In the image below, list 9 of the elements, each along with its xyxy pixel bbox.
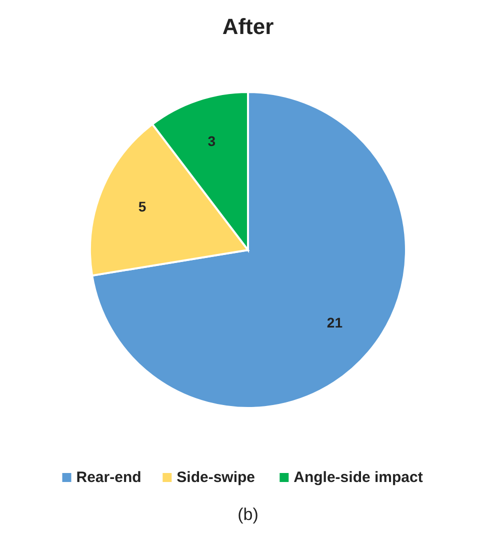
data-label: 5 [138,198,146,215]
legend-label: Rear-end [76,468,142,486]
data-label: 3 [208,132,216,149]
data-label: 21 [326,314,343,330]
legend-label: Angle-side impact [294,468,423,486]
text: (b) [238,505,258,524]
chart-title: After [222,14,274,39]
pie-slice [91,91,407,409]
legend-label: Side-swipe [176,468,256,486]
